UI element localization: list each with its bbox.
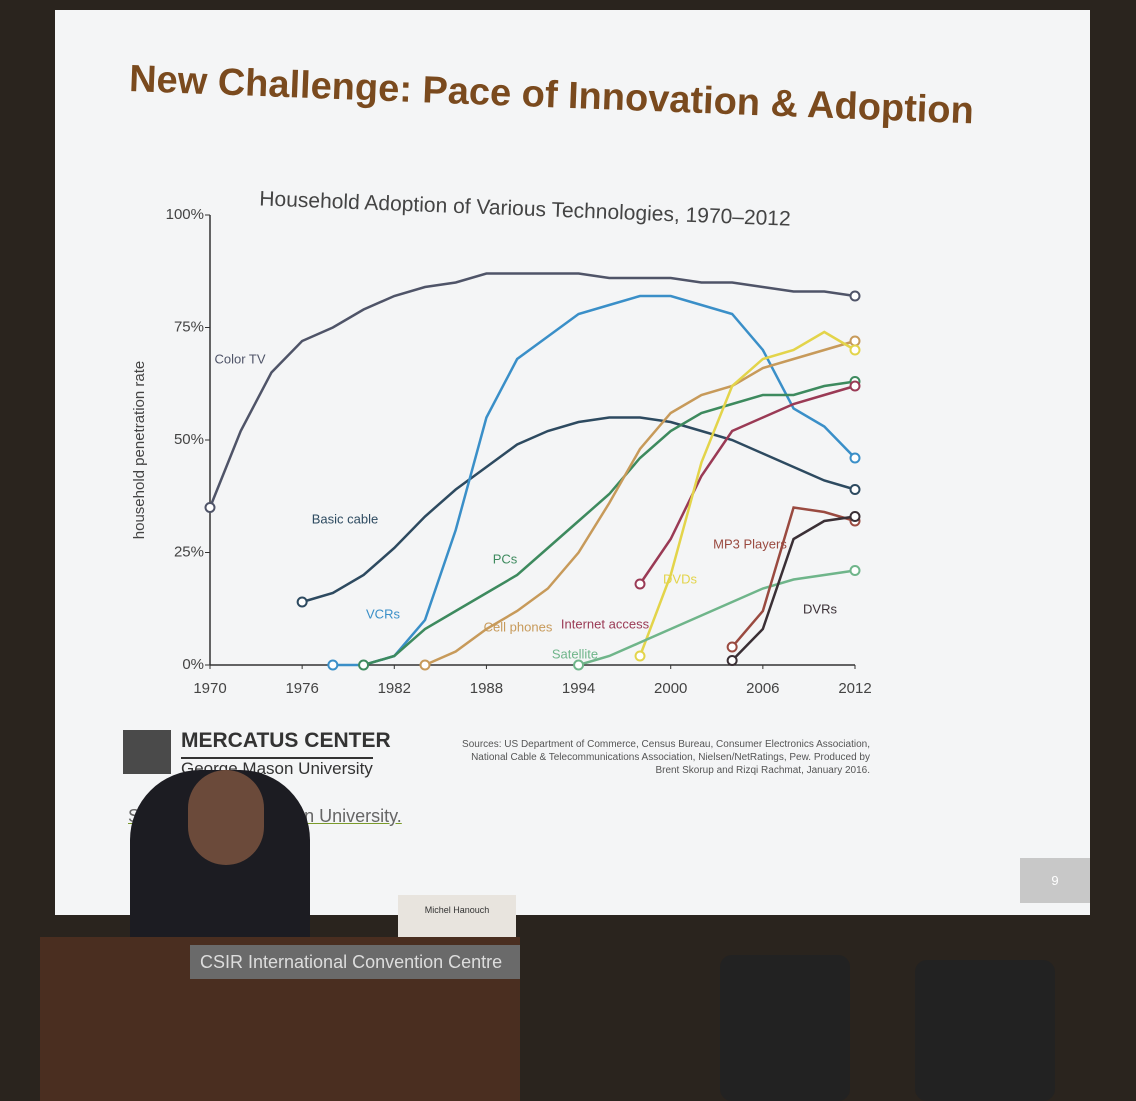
y-tick-label: 50%: [174, 431, 204, 448]
y-tick-label: 75%: [174, 318, 204, 335]
series-label: DVRs: [803, 601, 837, 616]
end-point: [851, 337, 860, 346]
end-point: [636, 652, 645, 661]
end-point: [574, 661, 583, 670]
end-point: [328, 661, 337, 670]
series-label: VCRs: [366, 606, 400, 621]
end-point: [728, 643, 737, 652]
x-tick-label: 1970: [193, 680, 226, 697]
chart-title: Household Adoption of Various Technologi…: [259, 187, 791, 230]
x-tick-label: 2000: [654, 680, 687, 697]
end-point: [851, 382, 860, 391]
series-label: Internet access: [561, 616, 650, 631]
series-label: PCs: [493, 551, 518, 566]
speaker-head: [188, 770, 264, 865]
end-point: [359, 661, 368, 670]
series-line: [732, 508, 855, 648]
end-point: [851, 485, 860, 494]
end-point: [728, 656, 737, 665]
x-tick-label: 2006: [746, 680, 779, 697]
end-point: [421, 661, 430, 670]
y-axis-label: household penetration rate: [131, 361, 148, 539]
y-tick-label: 100%: [166, 206, 204, 223]
series-label: Cell phones: [484, 619, 553, 634]
end-point: [636, 580, 645, 589]
series-line: [302, 418, 855, 603]
series-line: [333, 296, 855, 665]
x-tick-label: 1988: [470, 680, 503, 697]
series-label: Basic cable: [312, 511, 378, 526]
end-point: [206, 503, 215, 512]
x-tick-label: 2012: [838, 680, 871, 697]
series-label: DVDs: [663, 571, 697, 586]
series-line: [640, 386, 855, 584]
x-tick-label: 1994: [562, 680, 595, 697]
end-point: [851, 512, 860, 521]
y-tick-label: 0%: [182, 656, 204, 673]
series-label: MP3 Players: [713, 536, 787, 551]
series-line: [210, 274, 855, 508]
sources: Sources: US Department of Commerce, Cens…: [450, 738, 870, 777]
x-tick-label: 1976: [285, 680, 318, 697]
x-tick-label: 1982: [378, 680, 411, 697]
photo: New Challenge: Pace of Innovation & Adop…: [0, 0, 1136, 1101]
chair: [720, 955, 850, 1101]
page-number: 9: [1020, 858, 1090, 903]
podium-sign: CSIR International Convention Centre: [190, 945, 520, 979]
chair: [915, 960, 1055, 1101]
name-plate: Michel Hanouch: [398, 895, 516, 937]
series-label: Color TV: [214, 351, 265, 366]
end-point: [851, 346, 860, 355]
logo-name: MERCATUS CENTER: [181, 729, 391, 753]
logo-mark: [123, 730, 171, 774]
series-label: Satellite: [552, 646, 598, 661]
y-tick-label: 25%: [174, 543, 204, 560]
end-point: [851, 454, 860, 463]
end-point: [298, 598, 307, 607]
end-point: [851, 566, 860, 575]
end-point: [851, 292, 860, 301]
podium: CSIR International Convention Centre: [40, 937, 520, 1101]
